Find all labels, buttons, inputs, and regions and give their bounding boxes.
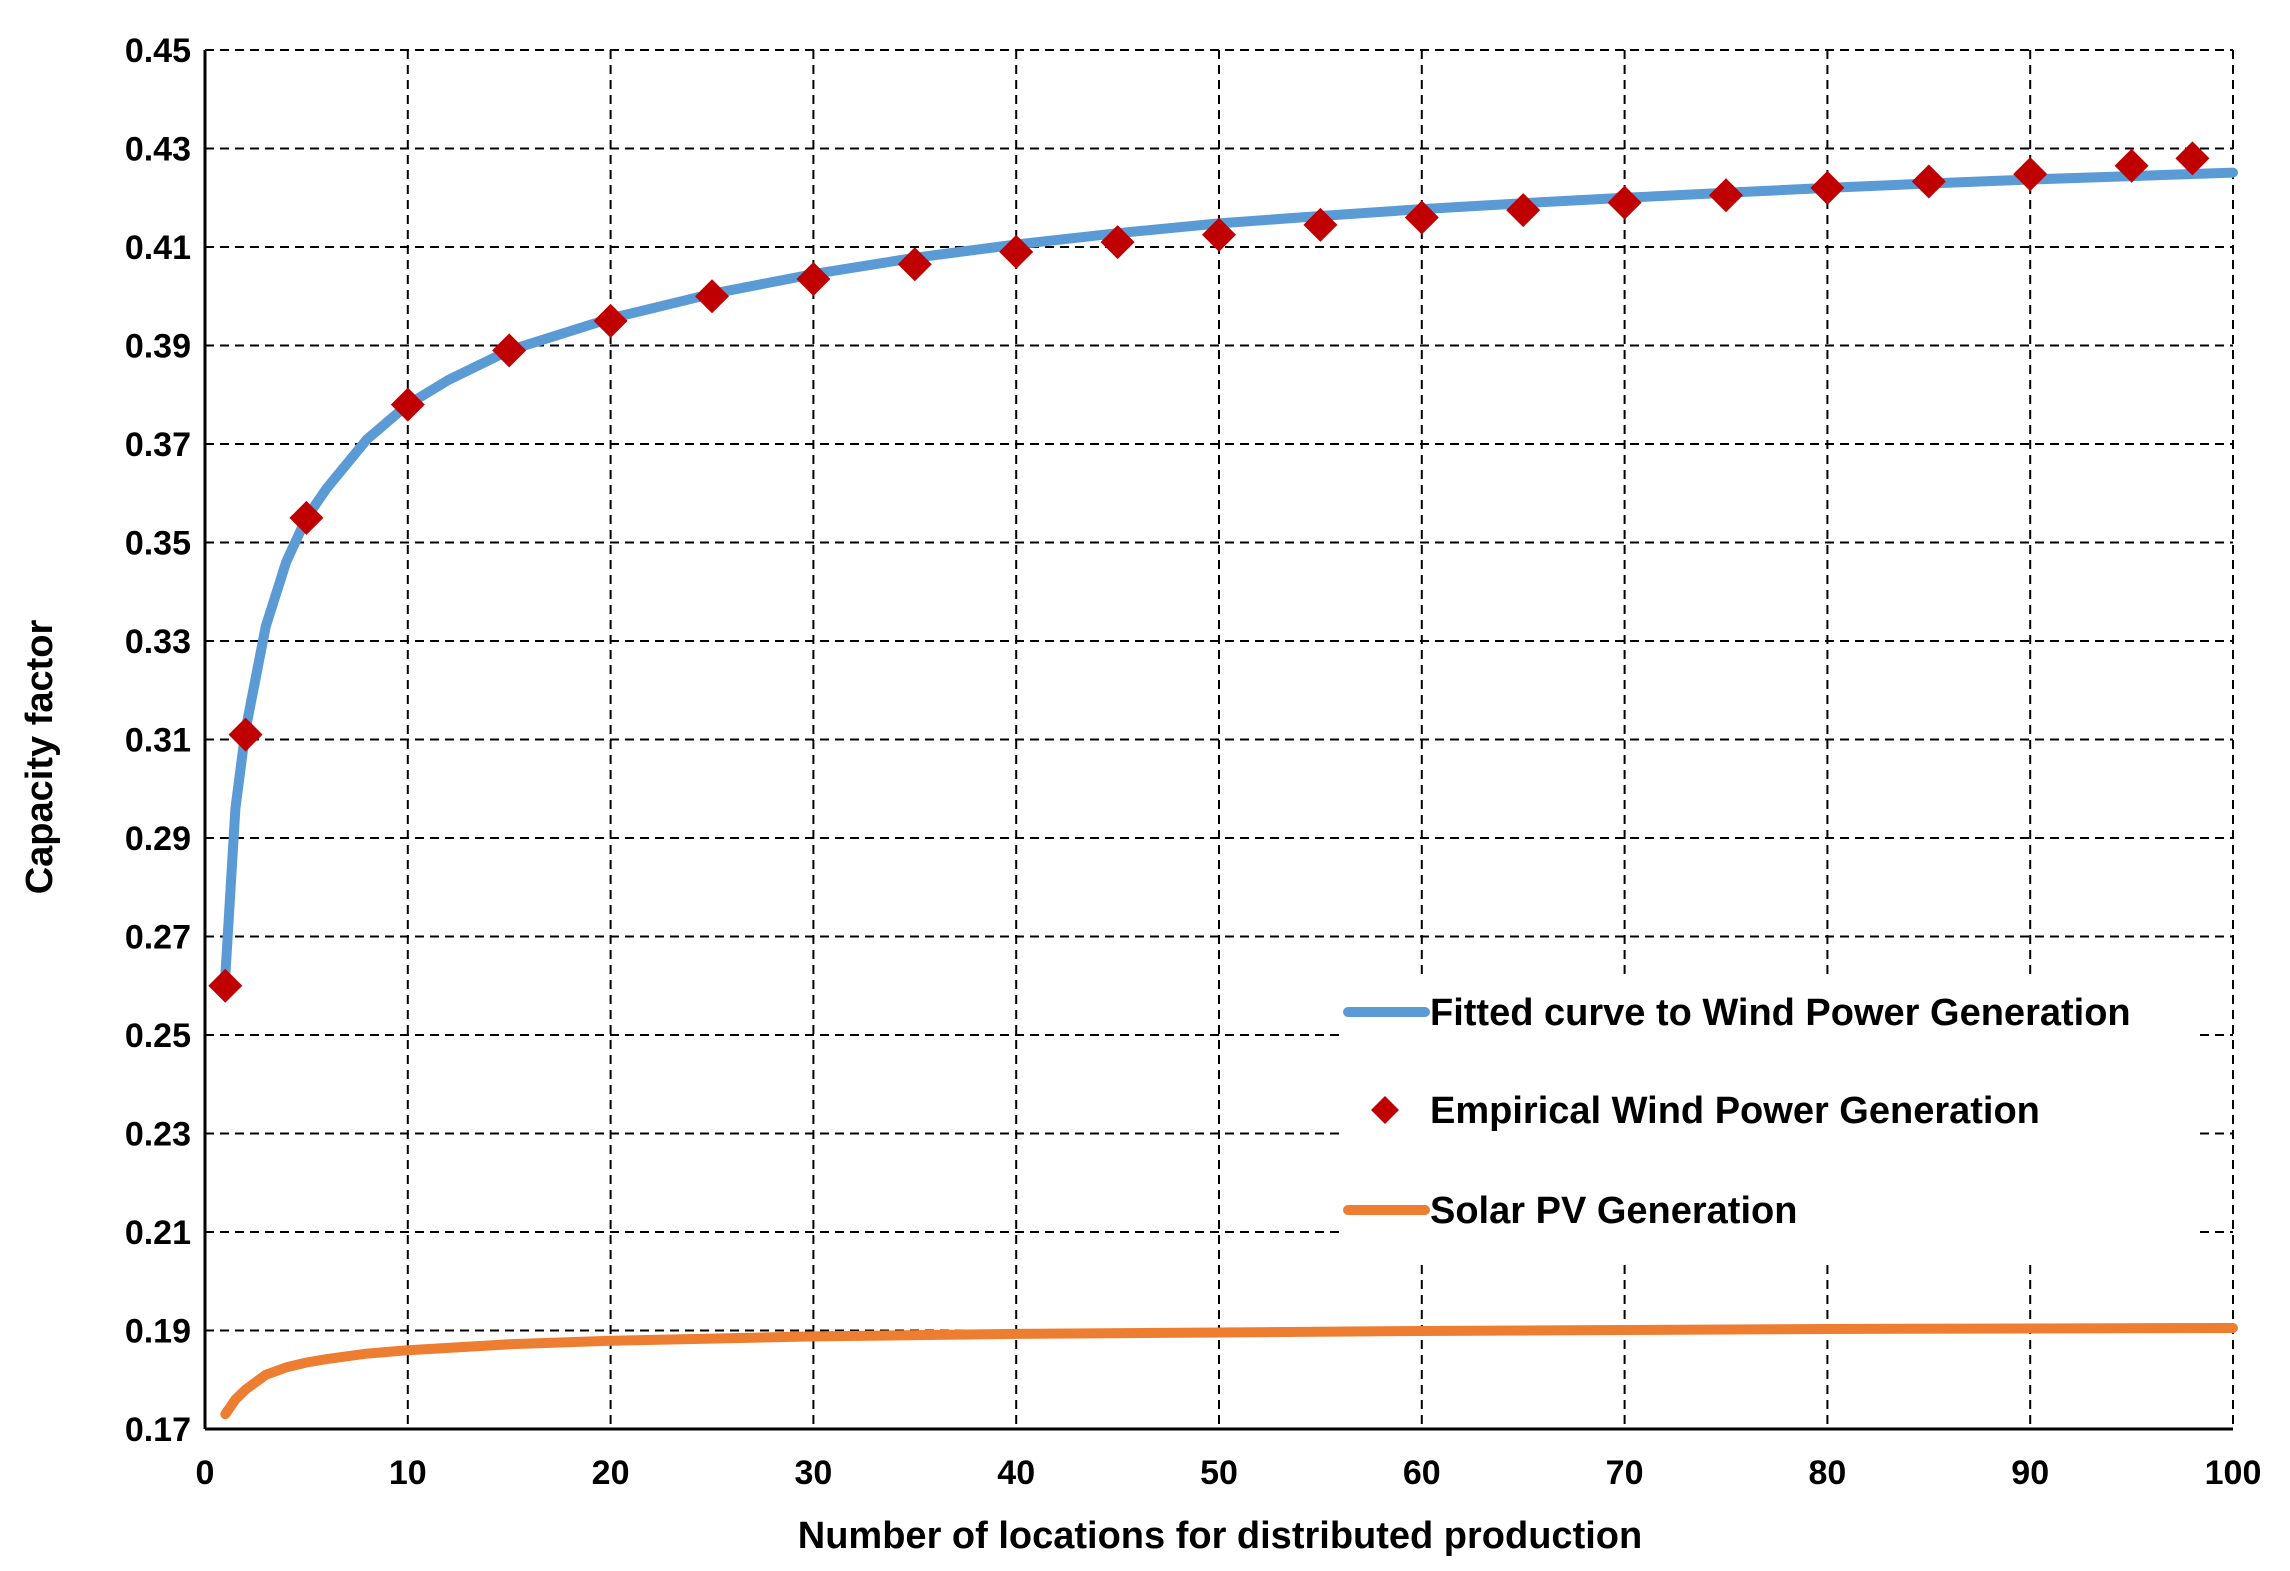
data-point — [593, 303, 628, 338]
data-point — [2175, 141, 2210, 176]
data-point — [2114, 148, 2149, 183]
x-tick-labels: 0 10 20 30 40 50 60 70 80 90 100 — [196, 1454, 2262, 1492]
y-tick-label: 0.37 — [125, 426, 191, 464]
x-tick-label: 20 — [592, 1454, 630, 1492]
x-axis-title: Number of locations for distributed prod… — [798, 1515, 1642, 1557]
x-tick-label: 100 — [2205, 1454, 2262, 1492]
y-tick-label: 0.43 — [125, 131, 191, 169]
legend-label: Solar PV Generation — [1430, 1190, 1797, 1232]
y-tick-label: 0.27 — [125, 919, 191, 957]
data-point — [228, 717, 263, 752]
x-tick-label: 10 — [389, 1454, 427, 1492]
series-line — [220, 1323, 2238, 1420]
legend-label: Fitted curve to Wind Power Generation — [1430, 992, 2131, 1034]
data-point — [1404, 200, 1439, 235]
series-line — [220, 167, 2238, 981]
legend-box — [1340, 975, 2200, 1260]
data-point — [1810, 170, 1845, 205]
data-point — [208, 968, 243, 1003]
axes — [203, 50, 2233, 1431]
y-tick-label: 0.23 — [125, 1116, 191, 1154]
y-tick-label: 0.31 — [125, 722, 191, 760]
legend: Fitted curve to Wind Power Generation Emp… — [1340, 975, 2200, 1260]
legend-marker-swatch — [1371, 1096, 1399, 1124]
x-tick-label: 0 — [196, 1454, 215, 1492]
x-tick-label: 40 — [997, 1454, 1035, 1492]
data-point — [2013, 157, 2048, 192]
x-tick-label: 80 — [1808, 1454, 1846, 1492]
x-tick-label: 70 — [1606, 1454, 1644, 1492]
gridlines — [205, 49, 2234, 1429]
y-tick-label: 0.29 — [125, 820, 191, 858]
data-point — [999, 234, 1034, 269]
data-point — [1202, 217, 1236, 252]
legend-label: Empirical Wind Power Generation — [1430, 1090, 2040, 1132]
y-tick-label: 0.19 — [125, 1313, 191, 1351]
y-tick-label: 0.25 — [125, 1017, 191, 1055]
y-tick-label: 0.45 — [125, 32, 191, 70]
data-point — [1911, 164, 1946, 199]
data-point — [289, 500, 324, 535]
data-point — [1303, 207, 1338, 242]
data-point — [390, 387, 425, 422]
y-tick-label: 0.35 — [125, 525, 191, 563]
x-tick-label: 90 — [2011, 1454, 2049, 1492]
x-tick-label: 60 — [1403, 1454, 1441, 1492]
y-tick-labels: 0.17 0.19 0.21 0.23 0.25 0.27 0.29 0.31 0.33 0.35… — [125, 32, 191, 1449]
data-point — [1100, 225, 1135, 260]
data-point — [492, 333, 527, 368]
data-point — [796, 262, 831, 297]
x-tick-label: 30 — [794, 1454, 832, 1492]
y-tick-label: 0.41 — [125, 229, 191, 267]
data-point — [897, 247, 932, 282]
y-axis-title: Capacity factor — [19, 620, 61, 895]
data-point — [1709, 178, 1743, 213]
y-tick-label: 0.33 — [125, 623, 191, 661]
y-tick-label: 0.21 — [125, 1214, 191, 1252]
plot-area — [208, 141, 2238, 1420]
x-tick-label: 50 — [1200, 1454, 1238, 1492]
data-point — [1607, 185, 1642, 220]
data-point — [1506, 193, 1541, 228]
data-point — [695, 279, 729, 314]
y-tick-label: 0.17 — [125, 1411, 191, 1449]
y-tick-label: 0.39 — [125, 328, 191, 366]
